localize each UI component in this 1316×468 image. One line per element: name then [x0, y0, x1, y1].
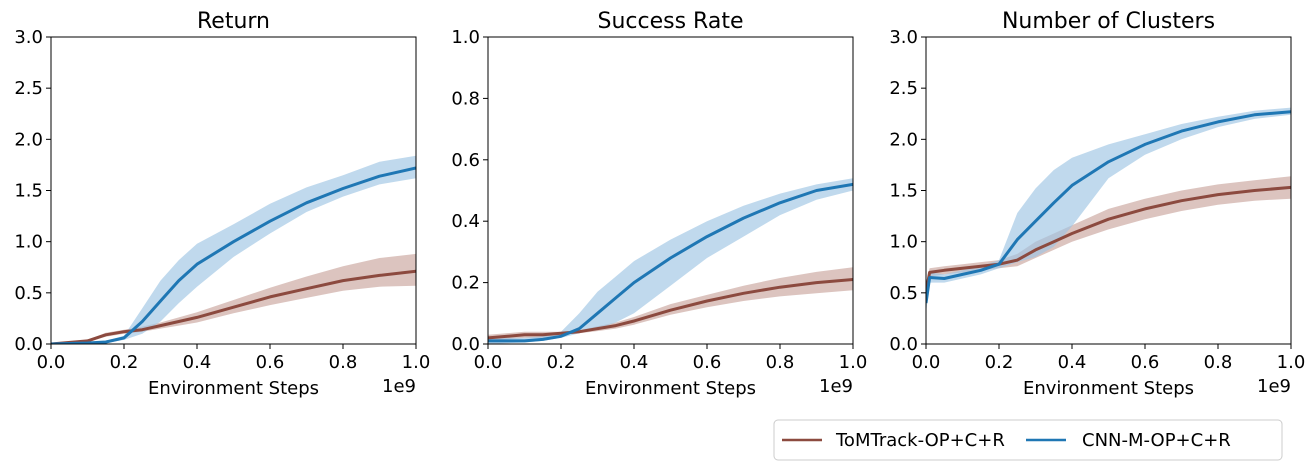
y-tick-label: 1.0: [451, 27, 480, 48]
plot-area: [51, 155, 416, 344]
x-tick-label: 0.2: [985, 352, 1014, 373]
x-scale-label: 1e9: [1257, 376, 1291, 397]
y-tick-label: 1.5: [14, 181, 43, 202]
band-tomtrack: [488, 267, 853, 341]
x-tick-label: 0.6: [693, 352, 722, 373]
y-tick-label: 3.0: [14, 27, 43, 48]
line-cnn: [926, 110, 1291, 304]
x-tick-label: 1.0: [402, 352, 431, 373]
x-tick-label: 0.6: [1131, 352, 1160, 373]
x-tick-label: 0.0: [37, 352, 66, 373]
x-tick-label: 0.0: [474, 352, 503, 373]
y-tick-label: 0.0: [451, 334, 480, 355]
chart-title: Number of Clusters: [1002, 9, 1215, 34]
x-axis-label: Environment Steps: [148, 378, 319, 399]
x-tick-label: 1.0: [839, 352, 868, 373]
band-tomtrack: [926, 176, 1291, 304]
x-tick-label: 0.4: [620, 352, 649, 373]
line-cnn: [488, 182, 853, 343]
y-tick-label: 0.8: [451, 88, 480, 109]
x-tick-label: 0.6: [256, 352, 285, 373]
legend-label-cnn: CNN-M-OP+C+R: [1082, 430, 1231, 451]
plot-area: [926, 107, 1291, 314]
x-tick-label: 0.8: [766, 352, 795, 373]
y-tick-label: 1.0: [889, 232, 918, 253]
y-tick-label: 2.5: [889, 78, 918, 99]
y-tick-label: 0.6: [451, 150, 480, 171]
y-tick-label: 0.0: [889, 334, 918, 355]
y-tick-label: 3.0: [889, 27, 918, 48]
chart-title: Success Rate: [598, 9, 744, 34]
band-cnn: [926, 107, 1291, 314]
x-tick-label: 0.8: [329, 352, 358, 373]
y-tick-label: 0.2: [451, 273, 480, 294]
axes-frame: [487, 36, 854, 345]
x-scale-label: 1e9: [382, 376, 416, 397]
y-tick-label: 2.5: [14, 78, 43, 99]
legend-label-tomtrack: ToMTrack-OP+C+R: [835, 430, 1005, 451]
chart-title: Return: [197, 9, 270, 34]
y-tick-label: 2.0: [889, 129, 918, 150]
band-tomtrack: [51, 253, 416, 344]
chart-panel-0: 0.0 0.2 0.4 0.6 0.8 1.0 0.0 0.5 1.0 1.5 2.0 2.5 3.0 R…: [14, 9, 430, 399]
x-axis-label: Environment Steps: [1023, 378, 1194, 399]
x-tick-label: 0.8: [1204, 352, 1233, 373]
y-tick-label: 0.0: [14, 334, 43, 355]
chart-panel-2: 0.0 0.2 0.4 0.6 0.8 1.0 0.0 0.5 1.0 1.5 2.0 2.5 3.0 N…: [889, 9, 1305, 399]
panels: 0.0 0.2 0.4 0.6 0.8 1.0 0.0 0.5 1.0 1.5 2.0 2.5 3.0 R…: [14, 9, 1305, 399]
line-tomtrack: [51, 269, 416, 344]
x-axis-label: Environment Steps: [585, 378, 756, 399]
x-tick-label: 0.2: [547, 352, 576, 373]
x-tick-label: 0.4: [183, 352, 212, 373]
y-tick-label: 1.0: [14, 232, 43, 253]
y-tick-label: 0.5: [14, 283, 43, 304]
line-tomtrack: [926, 185, 1291, 294]
chart-panel-1: 0.0 0.2 0.4 0.6 0.8 1.0 0.0 0.2 0.4 0.6 0.8 1.0 Succ…: [451, 9, 867, 399]
band-cnn: [488, 178, 853, 344]
line-cnn: [51, 166, 416, 344]
x-scale-label: 1e9: [819, 376, 853, 397]
x-tick-label: 0.2: [110, 352, 139, 373]
x-tick-label: 0.0: [912, 352, 941, 373]
y-tick-label: 0.4: [451, 211, 480, 232]
y-tick-label: 0.5: [889, 283, 918, 304]
y-tick-label: 1.5: [889, 181, 918, 202]
x-tick-label: 1.0: [1277, 352, 1306, 373]
legend: ToMTrack-OP+C+R CNN-M-OP+C+R: [773, 419, 1283, 461]
band-cnn: [51, 155, 416, 344]
line-tomtrack: [488, 278, 853, 340]
x-tick-label: 0.4: [1058, 352, 1087, 373]
plot-area: [488, 178, 853, 344]
y-tick-label: 2.0: [14, 129, 43, 150]
